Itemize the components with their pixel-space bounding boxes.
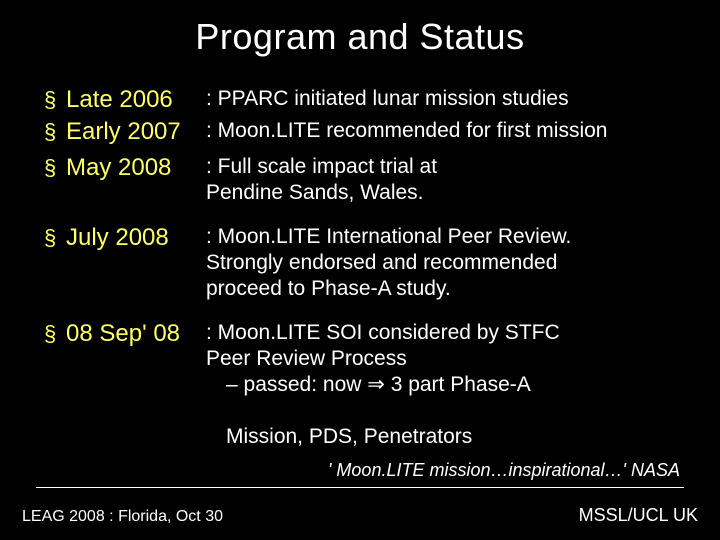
bullet-label: May 2008 <box>66 154 206 182</box>
desc-line: : Full scale impact trial atPendine Sand… <box>206 155 437 204</box>
bullet-row: § May 2008 : Full scale impact trial atP… <box>44 154 684 206</box>
bullet-row: § 08 Sep' 08 : Moon.LITE SOI considered … <box>44 320 684 450</box>
bullet-row: § Late 2006 : PPARC initiated lunar miss… <box>44 86 684 114</box>
bullet-marker-icon: § <box>44 320 66 348</box>
bullet-desc: : Moon.LITE SOI considered by STFCPeer R… <box>206 320 684 450</box>
bullet-desc: : Moon.LITE International Peer Review.St… <box>206 224 684 302</box>
slide: Program and Status § Late 2006 : PPARC i… <box>0 0 720 540</box>
footer-left: LEAG 2008 : Florida, Oct 30 <box>22 508 223 526</box>
desc-line: : Moon.LITE International Peer Review.St… <box>206 225 571 300</box>
quote-line: ' Moon.LITE mission…inspirational…' NASA <box>36 460 684 481</box>
slide-title: Program and Status <box>36 16 684 58</box>
bullet-desc: : PPARC initiated lunar mission studies <box>206 86 684 112</box>
bullet-marker-icon: § <box>44 118 66 146</box>
footer-right: MSSL/UCL UK <box>579 505 698 526</box>
divider <box>36 487 684 488</box>
footer: LEAG 2008 : Florida, Oct 30 MSSL/UCL UK <box>22 505 698 526</box>
bullet-label: Late 2006 <box>66 86 206 114</box>
bullet-list: § Late 2006 : PPARC initiated lunar miss… <box>36 86 684 450</box>
bullet-row: § Early 2007 : Moon.LITE recommended for… <box>44 118 684 146</box>
bullet-label: 08 Sep' 08 <box>66 320 206 348</box>
bullet-desc: : Full scale impact trial atPendine Sand… <box>206 154 684 206</box>
bullet-label: Early 2007 <box>66 118 206 146</box>
bullet-label: July 2008 <box>66 224 206 252</box>
bullet-desc: : Moon.LITE recommended for first missio… <box>206 118 684 144</box>
bullet-marker-icon: § <box>44 224 66 252</box>
desc-line: : Moon.LITE SOI considered by STFCPeer R… <box>206 321 684 450</box>
bullet-marker-icon: § <box>44 86 66 114</box>
bullet-marker-icon: § <box>44 154 66 182</box>
bullet-row: § July 2008 : Moon.LITE International Pe… <box>44 224 684 302</box>
